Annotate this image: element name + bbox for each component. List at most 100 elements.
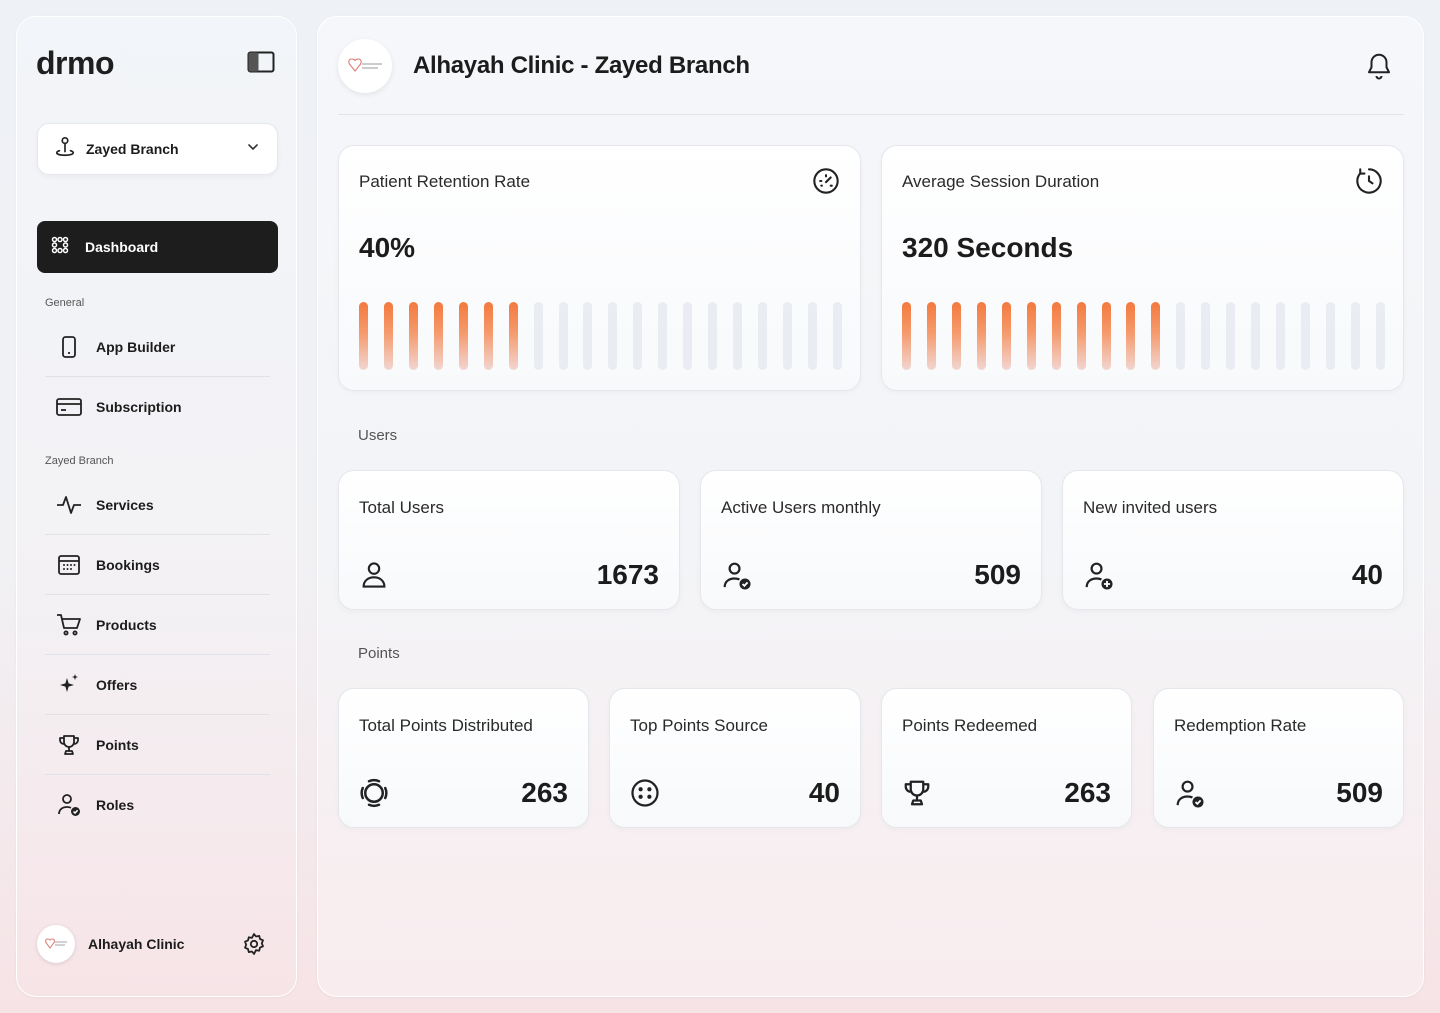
branch-select-label: Zayed Branch xyxy=(86,141,179,157)
sidebar-item-app-builder[interactable]: App Builder xyxy=(45,317,270,377)
card-title: Redemption Rate xyxy=(1174,716,1307,735)
level-bar-empty xyxy=(758,302,767,370)
speedometer-icon xyxy=(812,167,840,195)
section-label-branch: Zayed Branch xyxy=(45,455,114,467)
sidebar-toggle-icon[interactable] xyxy=(247,51,275,73)
sparkle-icon xyxy=(55,671,83,699)
clinic-logo xyxy=(338,38,392,93)
sidebar-item-services[interactable]: Services xyxy=(45,475,270,535)
trophy-icon xyxy=(902,778,932,808)
level-bar-empty xyxy=(533,302,543,370)
sidebar-item-roles[interactable]: Roles xyxy=(45,775,270,835)
stat-value: 40 xyxy=(808,777,840,808)
pulse-icon xyxy=(55,491,83,519)
level-bar-empty xyxy=(658,302,668,370)
cart-icon xyxy=(55,611,83,639)
level-bar-filled xyxy=(458,302,468,370)
card-title: Active Users monthly xyxy=(721,498,881,517)
level-bar-filled xyxy=(1076,302,1086,370)
level-bar-filled xyxy=(1126,302,1136,370)
trophy-icon xyxy=(55,731,83,759)
level-bar-empty xyxy=(1325,302,1335,370)
avatar[interactable] xyxy=(37,925,75,963)
active-users-card: Active Users monthly 509 xyxy=(700,470,1042,610)
user-check-icon xyxy=(721,560,751,590)
sidebar-item-offers[interactable]: Offers xyxy=(45,655,270,715)
level-bar-filled xyxy=(1151,302,1161,370)
level-bar-empty xyxy=(1226,302,1236,370)
chevron-down-icon xyxy=(245,139,261,160)
sidebar-item-label: Offers xyxy=(96,676,138,693)
stat-value: 40 xyxy=(1351,559,1383,590)
level-bar-empty xyxy=(583,302,593,370)
sidebar-item-label: Points xyxy=(96,736,139,753)
app-logo[interactable]: drmo xyxy=(36,45,115,81)
level-bar-empty xyxy=(782,302,792,370)
location-pin-icon xyxy=(54,136,76,163)
stat-value: 1673 xyxy=(596,559,659,590)
total-users-card: Total Users 1673 xyxy=(338,470,680,610)
sidebar-item-subscription[interactable]: Subscription xyxy=(45,377,270,437)
sidebar-item-points[interactable]: Points xyxy=(45,715,270,775)
page-header: Alhayah Clinic - Zayed Branch xyxy=(338,17,1404,115)
level-bar-filled xyxy=(976,302,986,370)
sidebar-item-products[interactable]: Products xyxy=(45,595,270,655)
level-bar-filled xyxy=(1001,302,1011,370)
level-bar-empty xyxy=(608,302,618,370)
level-bar-empty xyxy=(558,302,568,370)
retention-card: Patient Retention Rate 40% xyxy=(338,145,861,391)
card-icon xyxy=(55,393,83,421)
retention-bars xyxy=(359,302,842,370)
level-bar-filled xyxy=(383,302,393,370)
level-bar-empty xyxy=(1301,302,1310,370)
sidebar-item-label: Products xyxy=(96,616,157,633)
calendar-icon xyxy=(55,551,83,579)
gear-icon[interactable] xyxy=(242,932,266,956)
sidebar-item-bookings[interactable]: Bookings xyxy=(45,535,270,595)
stat-value: 509 xyxy=(1336,777,1383,808)
stat-value: 263 xyxy=(1064,777,1111,808)
card-title: Average Session Duration xyxy=(902,172,1100,191)
sidebar-item-dashboard[interactable]: Dashboard xyxy=(37,221,278,273)
total-points-card: Total Points Distributed 263 xyxy=(338,688,589,828)
sidebar-item-label: Dashboard xyxy=(85,239,159,255)
sidebar-item-label: App Builder xyxy=(96,338,176,355)
level-bar-empty xyxy=(1375,302,1385,370)
section-label-general: General xyxy=(45,297,85,309)
level-bar-filled xyxy=(1051,302,1061,370)
branch-select[interactable]: Zayed Branch xyxy=(37,123,278,175)
page-title: Alhayah Clinic - Zayed Branch xyxy=(413,51,750,79)
points-section-label: Points xyxy=(358,645,400,662)
profile: Alhayah Clinic xyxy=(37,923,278,965)
level-bar-empty xyxy=(683,302,693,370)
level-bar-filled xyxy=(483,302,493,370)
level-bar-filled xyxy=(433,302,443,370)
retention-value: 40% xyxy=(359,232,416,263)
level-bar-filled xyxy=(951,302,961,370)
timer-icon xyxy=(1355,167,1383,195)
redemption-rate-card: Redemption Rate 509 xyxy=(1153,688,1404,828)
card-title: Patient Retention Rate xyxy=(359,172,531,191)
level-bar-empty xyxy=(1276,302,1286,370)
level-bar-empty xyxy=(633,302,643,370)
sidebar-item-label: Services xyxy=(96,496,154,513)
bell-icon[interactable] xyxy=(1364,51,1394,81)
main-panel: Alhayah Clinic - Zayed Branch Patient Re… xyxy=(317,16,1424,997)
new-users-card: New invited users 40 xyxy=(1062,470,1404,610)
level-bar-filled xyxy=(359,302,368,370)
ring-icon xyxy=(359,778,389,808)
card-title: New invited users xyxy=(1083,498,1218,517)
level-bar-filled xyxy=(1101,302,1111,370)
level-bar-empty xyxy=(1176,302,1186,370)
user-check-icon xyxy=(55,791,83,819)
session-bars xyxy=(902,302,1385,370)
level-bar-filled xyxy=(508,302,518,370)
level-bar-empty xyxy=(1350,302,1360,370)
card-title: Total Points Distributed xyxy=(359,716,533,735)
user-check-icon xyxy=(1174,778,1204,808)
stat-value: 509 xyxy=(974,559,1021,590)
level-bar-empty xyxy=(733,302,743,370)
sidebar-item-label: Bookings xyxy=(96,556,160,573)
palette-icon xyxy=(630,778,660,808)
stat-value: 263 xyxy=(521,777,568,808)
